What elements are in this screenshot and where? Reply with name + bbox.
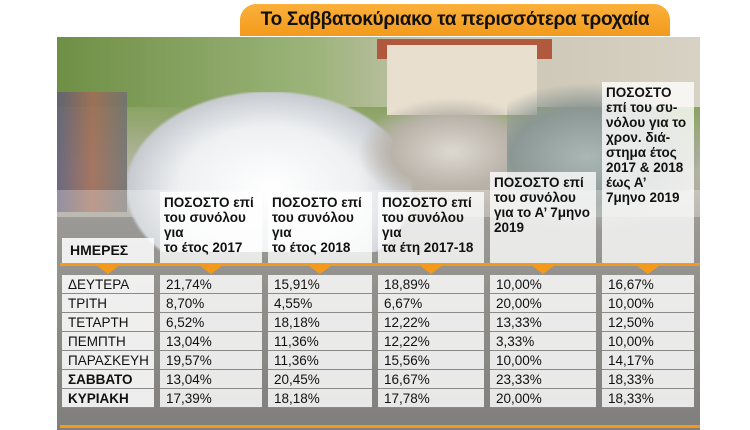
- column-header-line: το έτος 2017: [164, 240, 243, 255]
- column-header-line: του συνόλου για: [382, 210, 464, 240]
- column-marker: [96, 265, 120, 274]
- column-header-line: του συνόλου για: [164, 210, 246, 240]
- percentage-cell: 19,57%: [160, 351, 262, 370]
- column-header: ΠΟΣΟΣΤΟ επί του συνόλου για το Α’ 7μηνο 201…: [490, 172, 596, 263]
- percentage-cell: 12,22%: [378, 313, 484, 332]
- column-marker: [199, 265, 223, 274]
- percentage-cell: 6,67%: [378, 294, 484, 313]
- percentage-cell: 21,74%: [160, 275, 262, 294]
- column-header-line: ΠΟΣΟΣΤΟ επί: [164, 195, 254, 210]
- column-header-line: νόλου για το: [606, 115, 687, 130]
- column-header-line: του συνόλου: [494, 190, 576, 205]
- day-label: ΣΑΒΒΑΤΟ: [62, 370, 154, 389]
- column-header-line: χρον. διά-: [606, 130, 671, 145]
- percentage-cell: 11,36%: [268, 351, 372, 370]
- percentage-cell: 10,00%: [490, 275, 596, 294]
- percentage-cell: 13,33%: [490, 313, 596, 332]
- column-header-line: έως Α’: [606, 175, 647, 190]
- column-marker: [531, 265, 555, 274]
- percentage-cell: 11,36%: [268, 332, 372, 351]
- day-label: ΚΥΡΙΑΚΗ: [62, 389, 154, 408]
- title-banner: Το Σαββατοκύριακο τα περισσότερα τροχαία: [240, 4, 670, 36]
- column-marker: [419, 265, 443, 274]
- header-divider: [60, 263, 700, 266]
- column-header-line: του συνόλου για: [272, 210, 354, 240]
- column-header-line: το έτος 2018: [272, 240, 351, 255]
- percentage-cell: 18,89%: [378, 275, 484, 294]
- column-header-line: τα έτη 2017-18: [382, 240, 474, 255]
- column-header: ΠΟΣΟΣΤΟ επί του συνόλου για το έτος 2017: [160, 192, 262, 263]
- percentage-cell: 15,56%: [378, 351, 484, 370]
- percentage-cell: 6,52%: [160, 313, 262, 332]
- column-marker: [308, 265, 332, 274]
- percentage-cell: 10,00%: [602, 332, 694, 351]
- column-header-line: ΠΟΣΟΣΤΟ επί: [382, 195, 472, 210]
- bottom-divider: [60, 425, 700, 428]
- column-header: ΠΟΣΟΣΤΟ επί του συ-νόλου για το χρον. διά-…: [602, 82, 694, 263]
- day-label: ΤΡΙΤΗ: [62, 294, 154, 313]
- column-header-line: για το Α’ 7μηνο: [494, 205, 590, 220]
- day-label: ΤΕΤΑΡΤΗ: [62, 313, 154, 332]
- days-header: ΗΜΕΡΕΣ: [62, 238, 154, 264]
- percentage-cell: 20,45%: [268, 370, 372, 389]
- percentage-cell: 17,78%: [378, 389, 484, 408]
- column-header: ΠΟΣΟΣΤΟ επί του συνόλου για τα έτη 2017-18: [378, 192, 484, 263]
- percentage-cell: 18,33%: [602, 370, 694, 389]
- percentage-cell: 17,39%: [160, 389, 262, 408]
- percentage-cell: 23,33%: [490, 370, 596, 389]
- percentage-cell: 10,00%: [490, 351, 596, 370]
- percentage-cell: 15,91%: [268, 275, 372, 294]
- column-header-line: στημα έτος: [606, 145, 677, 160]
- column-header-line: ΠΟΣΟΣΤΟ επί: [494, 175, 584, 190]
- column-header: ΠΟΣΟΣΤΟ επί του συνόλου για το έτος 2018: [268, 192, 372, 263]
- column-header-line: επί του συ-: [606, 100, 678, 115]
- day-label: ΠΕΜΠΤΗ: [62, 332, 154, 351]
- percentage-cell: 20,00%: [490, 389, 596, 408]
- column-header-line: ΠΟΣΟΣΤΟ: [606, 85, 672, 100]
- column-header-line: 7μηνο 2019: [606, 190, 680, 205]
- percentage-cell: 16,67%: [602, 275, 694, 294]
- percentage-cell: 18,33%: [602, 389, 694, 408]
- percentage-cell: 4,55%: [268, 294, 372, 313]
- column-header-line: 2017 & 2018: [606, 160, 684, 175]
- column-header-line: 2019: [494, 220, 525, 235]
- percentage-cell: 14,17%: [602, 351, 694, 370]
- percentage-cell: 12,50%: [602, 313, 694, 332]
- percentage-cell: 10,00%: [602, 294, 694, 313]
- day-label: ΔΕΥΤΕΡΑ: [62, 275, 154, 294]
- percentage-cell: 12,22%: [378, 332, 484, 351]
- column-marker: [636, 265, 660, 274]
- percentage-cell: 16,67%: [378, 370, 484, 389]
- percentage-cell: 20,00%: [490, 294, 596, 313]
- percentage-cell: 8,70%: [160, 294, 262, 313]
- day-label: ΠΑΡΑΣΚΕΥΗ: [62, 351, 154, 370]
- percentage-cell: 13,04%: [160, 370, 262, 389]
- column-header-line: ΠΟΣΟΣΤΟ επί: [272, 195, 362, 210]
- page-title: Το Σαββατοκύριακο τα περισσότερα τροχαία: [260, 9, 650, 30]
- percentage-cell: 13,04%: [160, 332, 262, 351]
- percentage-cell: 3,33%: [490, 332, 596, 351]
- percentage-cell: 18,18%: [268, 313, 372, 332]
- percentage-cell: 18,18%: [268, 389, 372, 408]
